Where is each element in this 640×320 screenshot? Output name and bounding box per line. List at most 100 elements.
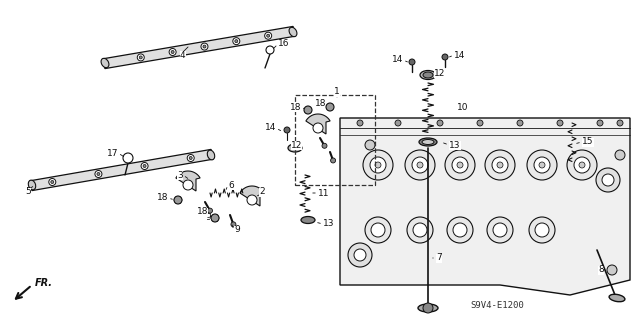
Text: 7: 7 bbox=[436, 253, 442, 262]
Circle shape bbox=[123, 153, 133, 163]
Text: 14: 14 bbox=[264, 124, 276, 132]
Text: 9: 9 bbox=[205, 213, 211, 222]
Circle shape bbox=[447, 217, 473, 243]
Circle shape bbox=[304, 106, 312, 114]
Circle shape bbox=[313, 123, 323, 133]
Circle shape bbox=[97, 172, 100, 175]
Circle shape bbox=[267, 34, 269, 37]
Ellipse shape bbox=[419, 138, 437, 146]
Circle shape bbox=[189, 156, 192, 159]
Circle shape bbox=[487, 217, 513, 243]
Polygon shape bbox=[30, 149, 212, 191]
Circle shape bbox=[140, 56, 142, 59]
Text: 4: 4 bbox=[180, 51, 186, 60]
Circle shape bbox=[49, 179, 56, 186]
Circle shape bbox=[211, 214, 219, 222]
Circle shape bbox=[188, 155, 194, 162]
Circle shape bbox=[95, 171, 102, 178]
Circle shape bbox=[557, 120, 563, 126]
Ellipse shape bbox=[101, 58, 109, 68]
Circle shape bbox=[284, 127, 290, 133]
Text: 18: 18 bbox=[196, 207, 208, 217]
Circle shape bbox=[363, 150, 393, 180]
Circle shape bbox=[534, 157, 550, 173]
Circle shape bbox=[485, 150, 515, 180]
Circle shape bbox=[233, 38, 240, 45]
Circle shape bbox=[617, 120, 623, 126]
Circle shape bbox=[201, 43, 208, 50]
Text: 2: 2 bbox=[259, 188, 265, 196]
Circle shape bbox=[357, 120, 363, 126]
Text: 5: 5 bbox=[25, 188, 31, 196]
Text: 11: 11 bbox=[318, 188, 330, 197]
Circle shape bbox=[574, 157, 590, 173]
Circle shape bbox=[265, 32, 271, 39]
Circle shape bbox=[529, 217, 555, 243]
Circle shape bbox=[348, 243, 372, 267]
Circle shape bbox=[235, 40, 238, 43]
Text: FR.: FR. bbox=[35, 278, 53, 288]
Circle shape bbox=[174, 196, 182, 204]
Bar bbox=[295, 95, 375, 185]
Text: S9V4-E1200: S9V4-E1200 bbox=[470, 301, 524, 310]
Circle shape bbox=[365, 140, 375, 150]
Text: 17: 17 bbox=[106, 148, 118, 157]
Ellipse shape bbox=[420, 70, 436, 79]
Circle shape bbox=[51, 180, 54, 183]
Circle shape bbox=[413, 223, 427, 237]
Ellipse shape bbox=[288, 144, 302, 152]
Circle shape bbox=[539, 162, 545, 168]
Circle shape bbox=[171, 51, 174, 53]
Circle shape bbox=[517, 120, 523, 126]
Text: 18: 18 bbox=[289, 102, 301, 111]
Circle shape bbox=[535, 223, 549, 237]
Circle shape bbox=[493, 223, 507, 237]
Ellipse shape bbox=[609, 294, 625, 302]
Circle shape bbox=[169, 49, 176, 55]
Circle shape bbox=[143, 164, 146, 167]
Circle shape bbox=[412, 157, 428, 173]
Circle shape bbox=[207, 208, 212, 213]
Circle shape bbox=[266, 46, 274, 54]
Circle shape bbox=[602, 174, 614, 186]
Polygon shape bbox=[176, 171, 200, 191]
Ellipse shape bbox=[301, 217, 315, 223]
Circle shape bbox=[527, 150, 557, 180]
Circle shape bbox=[437, 120, 443, 126]
Ellipse shape bbox=[418, 304, 438, 312]
Text: 14: 14 bbox=[392, 55, 403, 65]
Circle shape bbox=[453, 223, 467, 237]
Circle shape bbox=[354, 249, 366, 261]
Ellipse shape bbox=[28, 180, 36, 190]
Text: 13: 13 bbox=[449, 140, 461, 149]
Polygon shape bbox=[240, 186, 264, 206]
Circle shape bbox=[183, 180, 193, 190]
Polygon shape bbox=[340, 118, 630, 295]
Text: 9: 9 bbox=[234, 226, 240, 235]
Circle shape bbox=[137, 54, 144, 61]
Circle shape bbox=[607, 265, 617, 275]
Circle shape bbox=[375, 162, 381, 168]
Ellipse shape bbox=[422, 140, 434, 145]
Polygon shape bbox=[103, 26, 295, 68]
Circle shape bbox=[322, 143, 327, 148]
Circle shape bbox=[365, 217, 391, 243]
Circle shape bbox=[407, 217, 433, 243]
Text: 12: 12 bbox=[291, 140, 302, 149]
Text: 13: 13 bbox=[323, 220, 335, 228]
Text: 18: 18 bbox=[157, 194, 168, 203]
Circle shape bbox=[615, 150, 625, 160]
Circle shape bbox=[579, 162, 585, 168]
Circle shape bbox=[442, 54, 448, 60]
Circle shape bbox=[326, 103, 334, 111]
Circle shape bbox=[597, 120, 603, 126]
Circle shape bbox=[141, 163, 148, 170]
Text: 12: 12 bbox=[434, 68, 445, 77]
Ellipse shape bbox=[423, 72, 433, 78]
Text: 3: 3 bbox=[177, 171, 183, 180]
Polygon shape bbox=[306, 114, 330, 134]
Text: 6: 6 bbox=[228, 180, 234, 189]
Circle shape bbox=[331, 158, 335, 163]
Text: 16: 16 bbox=[278, 39, 289, 49]
Circle shape bbox=[409, 59, 415, 65]
